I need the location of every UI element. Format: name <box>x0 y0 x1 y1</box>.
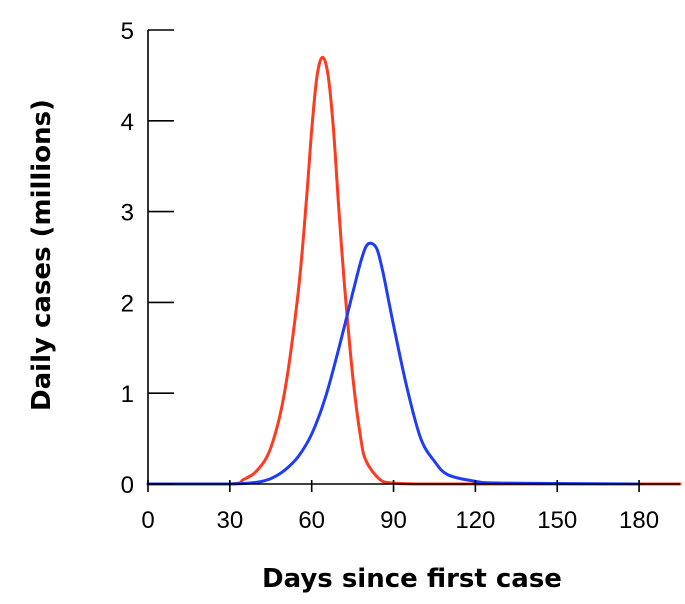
y-tick-label-0: 0 <box>121 472 134 499</box>
x-tick-label-180: 180 <box>619 507 659 534</box>
plot-area <box>146 55 682 486</box>
x-tick-label-120: 120 <box>455 507 495 534</box>
x-tick-label-60: 60 <box>298 507 325 534</box>
x-axis-title: Days since first case <box>262 564 562 594</box>
axes: 0 1 2 3 4 5 0 30 60 90 120 150 180 <box>121 18 680 534</box>
y-tick-label-1: 1 <box>121 381 134 408</box>
y-tick-label-4: 4 <box>121 109 134 136</box>
y-tick-label-2: 2 <box>121 290 134 317</box>
x-tick-label-90: 90 <box>380 507 407 534</box>
y-axis-title: Daily cases (millions) <box>27 99 57 411</box>
series-line-2 <box>146 241 641 486</box>
y-tick-label-3: 3 <box>121 200 134 227</box>
x-tick-label-0: 0 <box>141 507 154 534</box>
y-tick-label-5: 5 <box>121 18 134 45</box>
x-tick-label-150: 150 <box>537 507 577 534</box>
x-tick-label-30: 30 <box>216 507 243 534</box>
